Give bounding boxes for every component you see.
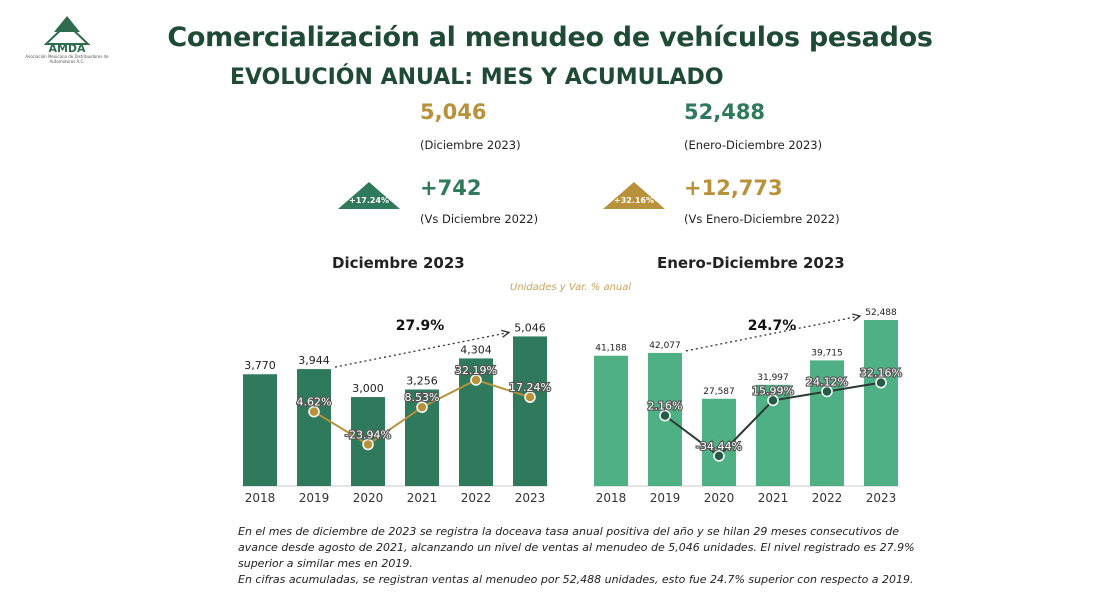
amda-logo: AMDA Asociación Mexicana de Distribuidor… <box>22 14 112 66</box>
mountain-logo-icon: AMDA <box>43 16 91 55</box>
pct-point-2021 <box>767 394 779 407</box>
logo-text: AMDA <box>48 42 86 54</box>
page-title: Comercialización al menudeo de vehículos… <box>167 22 933 53</box>
x-tick-label: 2022 <box>461 491 492 505</box>
bar-value-label: 3,256 <box>406 374 438 387</box>
kpi-month-diff: +742 <box>420 176 482 200</box>
logo-org-name: Asociación Mexicana de Distribuidores de… <box>25 54 109 64</box>
ytd-growth-badge: +32.16% <box>601 180 667 210</box>
bar-2023 <box>513 336 547 486</box>
bar-value-label: 31,997 <box>757 373 789 383</box>
month-badge-text: +17.24% <box>348 196 390 205</box>
pct-label: 32.19% <box>455 364 497 377</box>
pct-label: 2.16% <box>648 400 683 413</box>
pct-label: -34.44% <box>696 440 742 453</box>
x-tick-label: 2020 <box>704 491 735 505</box>
pct-point-2023 <box>875 376 887 389</box>
x-tick-label: 2021 <box>407 491 438 505</box>
x-tick-label: 2020 <box>353 491 384 505</box>
pct-label: 15.99% <box>752 384 794 397</box>
month-growth-badge: +17.24% <box>336 180 402 210</box>
bar-2020 <box>702 398 736 486</box>
triangle-up-icon <box>338 182 400 209</box>
bar-value-label: 41,188 <box>595 344 627 354</box>
x-tick-label: 2021 <box>758 491 789 505</box>
kpi-ytd-diff-label: (Vs Enero-Diciembre 2022) <box>684 212 840 226</box>
pct-point-2022 <box>821 385 833 398</box>
bar-2022 <box>810 360 844 486</box>
kpi-month-value: 5,046 <box>420 100 487 124</box>
bar-value-label: 42,077 <box>649 341 681 351</box>
pct-point-2023 <box>524 391 536 403</box>
pct-point-2019 <box>308 405 320 418</box>
monthly-bar-chart: 3,770 2018 3,944 2019 3,000 2020 3,256 2021 4,30… <box>242 318 552 505</box>
pct-point-2021 <box>416 401 428 413</box>
bar-value-label: 39,715 <box>811 348 843 358</box>
kpi-ytd-diff: +12,773 <box>684 176 783 200</box>
notes: En el mes de diciembre de 2023 se regist… <box>238 524 938 588</box>
x-tick-label: 2022 <box>812 491 843 505</box>
x-tick-label: 2019 <box>299 491 330 505</box>
ytd-bar-chart: 41,188 2018 42,077 2019 27,587 2020 31,997 2021… <box>593 308 903 505</box>
x-tick-label: 2023 <box>866 491 897 505</box>
x-tick-label: 2018 <box>596 491 627 505</box>
page-subtitle: EVOLUCIÓN ANUAL: MES Y ACUMULADO <box>230 65 724 90</box>
bar-value-label: 3,944 <box>298 354 330 367</box>
pct-label: 8.53% <box>405 391 440 404</box>
bar-2019 <box>297 369 331 486</box>
growth-annotation: 24.7% <box>748 318 797 334</box>
comparison-arrow-head <box>501 329 511 338</box>
pct-label: 24.12% <box>806 375 848 388</box>
pct-point-2019 <box>659 409 671 422</box>
kpi-ytd-value: 52,488 <box>684 100 766 124</box>
kpi-ytd-label: (Enero-Diciembre 2023) <box>684 138 823 152</box>
kpi-month-diff-label: (Vs Diciembre 2022) <box>420 212 539 226</box>
pct-point-2020 <box>362 438 374 451</box>
x-tick-label: 2023 <box>515 491 546 505</box>
bar-value-label: 3,000 <box>352 382 384 395</box>
pct-label: 32.16% <box>860 367 902 380</box>
units-label: Unidades y Var. % anual <box>510 282 632 293</box>
bar-value-label: 3,770 <box>244 359 276 372</box>
x-tick-label: 2019 <box>650 491 681 505</box>
pct-point-2020 <box>713 450 725 462</box>
note-1: En el mes de diciembre de 2023 se regist… <box>238 525 915 570</box>
growth-annotation: 27.9% <box>396 318 445 334</box>
bar-2018 <box>243 374 277 486</box>
x-tick-label: 2018 <box>245 491 276 505</box>
pct-label: 17.24% <box>509 381 551 394</box>
kpi-month-label: (Diciembre 2023) <box>420 138 521 152</box>
pct-label: -23.94% <box>345 429 391 442</box>
bar-2023 <box>864 320 898 486</box>
pct-label: 4.62% <box>297 396 332 409</box>
comparison-arrow-head <box>852 313 862 322</box>
pct-point-2022 <box>470 374 482 386</box>
chart2-title: Enero-Diciembre 2023 <box>657 254 845 272</box>
bar-2018 <box>594 355 628 486</box>
ytd-badge-text: +32.16% <box>613 196 655 205</box>
chart1-title: Diciembre 2023 <box>332 254 465 272</box>
triangle-up-icon <box>603 182 665 209</box>
bar-value-label: 5,046 <box>514 321 546 334</box>
bar-value-label: 27,587 <box>703 387 735 397</box>
note-2: En cifras acumuladas, se registran venta… <box>238 573 914 586</box>
bar-value-label: 4,304 <box>460 343 492 356</box>
bar-value-label: 52,488 <box>865 308 897 318</box>
